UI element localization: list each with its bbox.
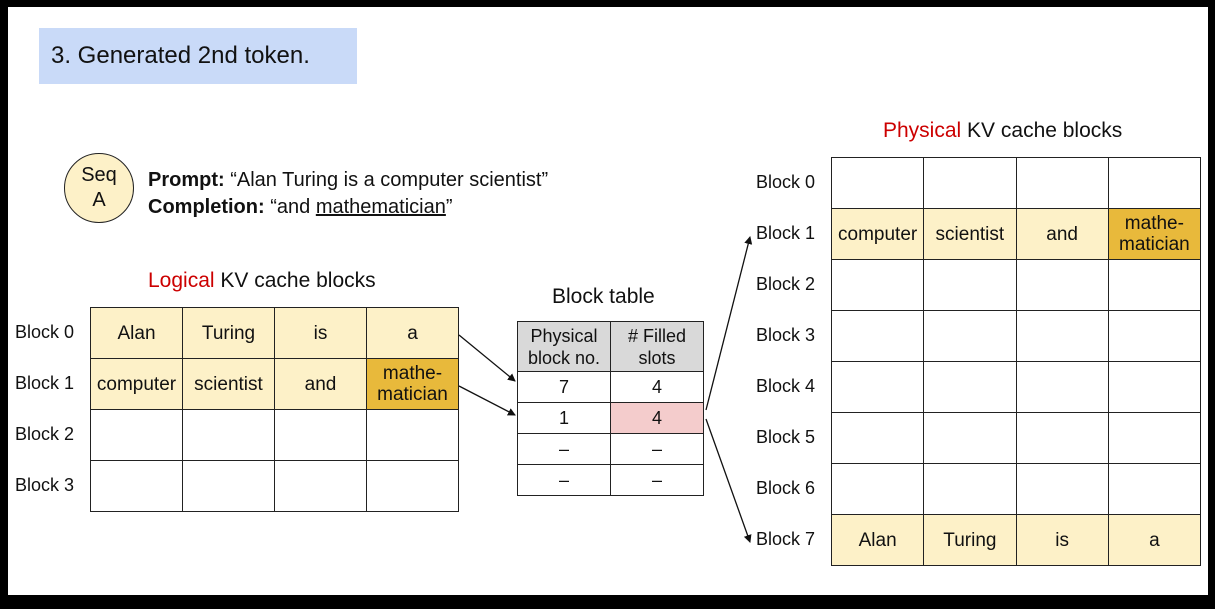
prompt-line: Prompt: “Alan Turing is a computer scien… (148, 169, 548, 192)
block-table-header: # Filled slots (610, 321, 704, 372)
physical-slot (830, 463, 925, 515)
physical-block-row: Alan Turing is a (830, 514, 1202, 566)
filled-slots: 4 (610, 402, 704, 434)
physical-slot (1107, 157, 1202, 209)
logical-slot (182, 460, 275, 512)
mapping-arrows (458, 236, 753, 543)
physical-slot (923, 412, 1017, 464)
physical-block-number: – (517, 464, 611, 496)
physical-slot (923, 463, 1017, 515)
physical-block-label: Block 7 (756, 529, 816, 549)
logical-title-rest: KV cache blocks (214, 269, 376, 292)
physical-block-label: Block 2 (756, 274, 816, 294)
physical-slot: computer (830, 208, 925, 260)
logical-slot: computer (90, 358, 183, 410)
logical-slot: scientist (182, 358, 275, 410)
block-table-title: Block table (552, 285, 655, 308)
sequence-badge-line1: Seq (81, 164, 117, 186)
logical-block-row: Alan Turing is a (90, 307, 459, 359)
physical-slot (830, 259, 925, 311)
physical-block-row (830, 361, 1202, 413)
logical-slot: Alan (90, 307, 183, 359)
logical-title-red: Logical (148, 269, 215, 292)
physical-slot (1107, 463, 1202, 515)
logical-slot: a (366, 307, 459, 359)
step-title: 3. Generated 2nd token. (39, 28, 357, 84)
logical-block-row (90, 409, 459, 461)
logical-slot: mathe-matician (366, 358, 459, 410)
logical-slot: is (274, 307, 367, 359)
physical-slot (923, 310, 1017, 362)
physical-slot (1015, 259, 1109, 311)
block-table-header: Physical block no. (517, 321, 611, 372)
logical-kv-table: Alan Turing is a computer scientist and mathe-m… (90, 307, 459, 512)
physical-block-row (830, 463, 1202, 515)
logical-slot (90, 409, 183, 461)
physical-slot: and (1015, 208, 1109, 260)
physical-slot: is (1015, 514, 1109, 566)
physical-slot (830, 157, 925, 209)
physical-slot (830, 361, 925, 413)
physical-slot (1107, 412, 1202, 464)
logical-title: Logical KV cache blocks (148, 269, 376, 293)
physical-block-label: Block 1 (756, 223, 816, 243)
arrow-table-to-physical1 (705, 236, 753, 411)
physical-slot (1107, 259, 1202, 311)
physical-title: Physical KV cache blocks (883, 119, 1122, 143)
physical-block-label: Block 0 (756, 172, 816, 192)
logical-block-row: computer scientist and mathe-matician (90, 358, 459, 410)
physical-block-label: Block 4 (756, 376, 816, 396)
block-table: Physical block no. # Filled slots 7 4 1 4– – – – (517, 321, 704, 496)
block-table-row: – – (517, 464, 704, 496)
arrow-table-to-physical7 (705, 418, 752, 543)
physical-slot: mathe-matician (1107, 208, 1202, 260)
logical-slot (274, 460, 367, 512)
filled-slots: 4 (610, 371, 704, 403)
physical-block-row (830, 259, 1202, 311)
completion-close: ” (445, 196, 453, 218)
physical-slot: Turing (923, 514, 1017, 566)
slide: 3. Generated 2nd token. Seq A Prompt: “A… (8, 7, 1208, 595)
logical-block-label: Block 2 (15, 424, 75, 444)
prompt-text: “Alan Turing is a computer scientist” (230, 169, 549, 191)
logical-slot: and (274, 358, 367, 410)
physical-slot: scientist (923, 208, 1017, 260)
sequence-badge: Seq A (64, 153, 134, 223)
physical-block-row: computer scientist and mathe-matician (830, 208, 1202, 260)
completion-line: Completion: “and mathematician” (148, 196, 453, 219)
sequence-badge-line2: A (92, 189, 106, 211)
logical-slot (274, 409, 367, 461)
block-table-header-row: Physical block no. # Filled slots (517, 321, 704, 372)
completion-new-token: mathematician (315, 196, 446, 218)
physical-title-rest: KV cache blocks (961, 119, 1123, 142)
physical-slot: a (1107, 514, 1202, 566)
physical-block-row (830, 310, 1202, 362)
completion-label: Completion: (148, 196, 265, 218)
physical-slot (1015, 157, 1109, 209)
physical-block-number: – (517, 433, 611, 465)
physical-kv-table: computer scientist and mathe-matician Alan Tu… (830, 157, 1202, 566)
physical-title-red: Physical (883, 119, 962, 142)
arrow-logical1-to-table (458, 385, 516, 416)
physical-block-label: Block 6 (756, 478, 816, 498)
completion-open: “and (270, 196, 316, 218)
arrow-logical0-to-table (458, 334, 516, 382)
physical-slot (923, 259, 1017, 311)
filled-slots: – (610, 464, 704, 496)
physical-block-label: Block 3 (756, 325, 816, 345)
physical-slot (830, 310, 925, 362)
logical-block-label: Block 0 (15, 322, 75, 342)
prompt-label: Prompt: (148, 169, 225, 191)
physical-block-row (830, 412, 1202, 464)
logical-block-row (90, 460, 459, 512)
logical-block-label: Block 3 (15, 475, 75, 495)
block-table-row: – – (517, 433, 704, 465)
physical-slot: Alan (830, 514, 925, 566)
physical-block-number: 1 (517, 402, 611, 434)
logical-slot (366, 460, 459, 512)
logical-block-label: Block 1 (15, 373, 75, 393)
physical-block-label: Block 5 (756, 427, 816, 447)
physical-slot (923, 361, 1017, 413)
